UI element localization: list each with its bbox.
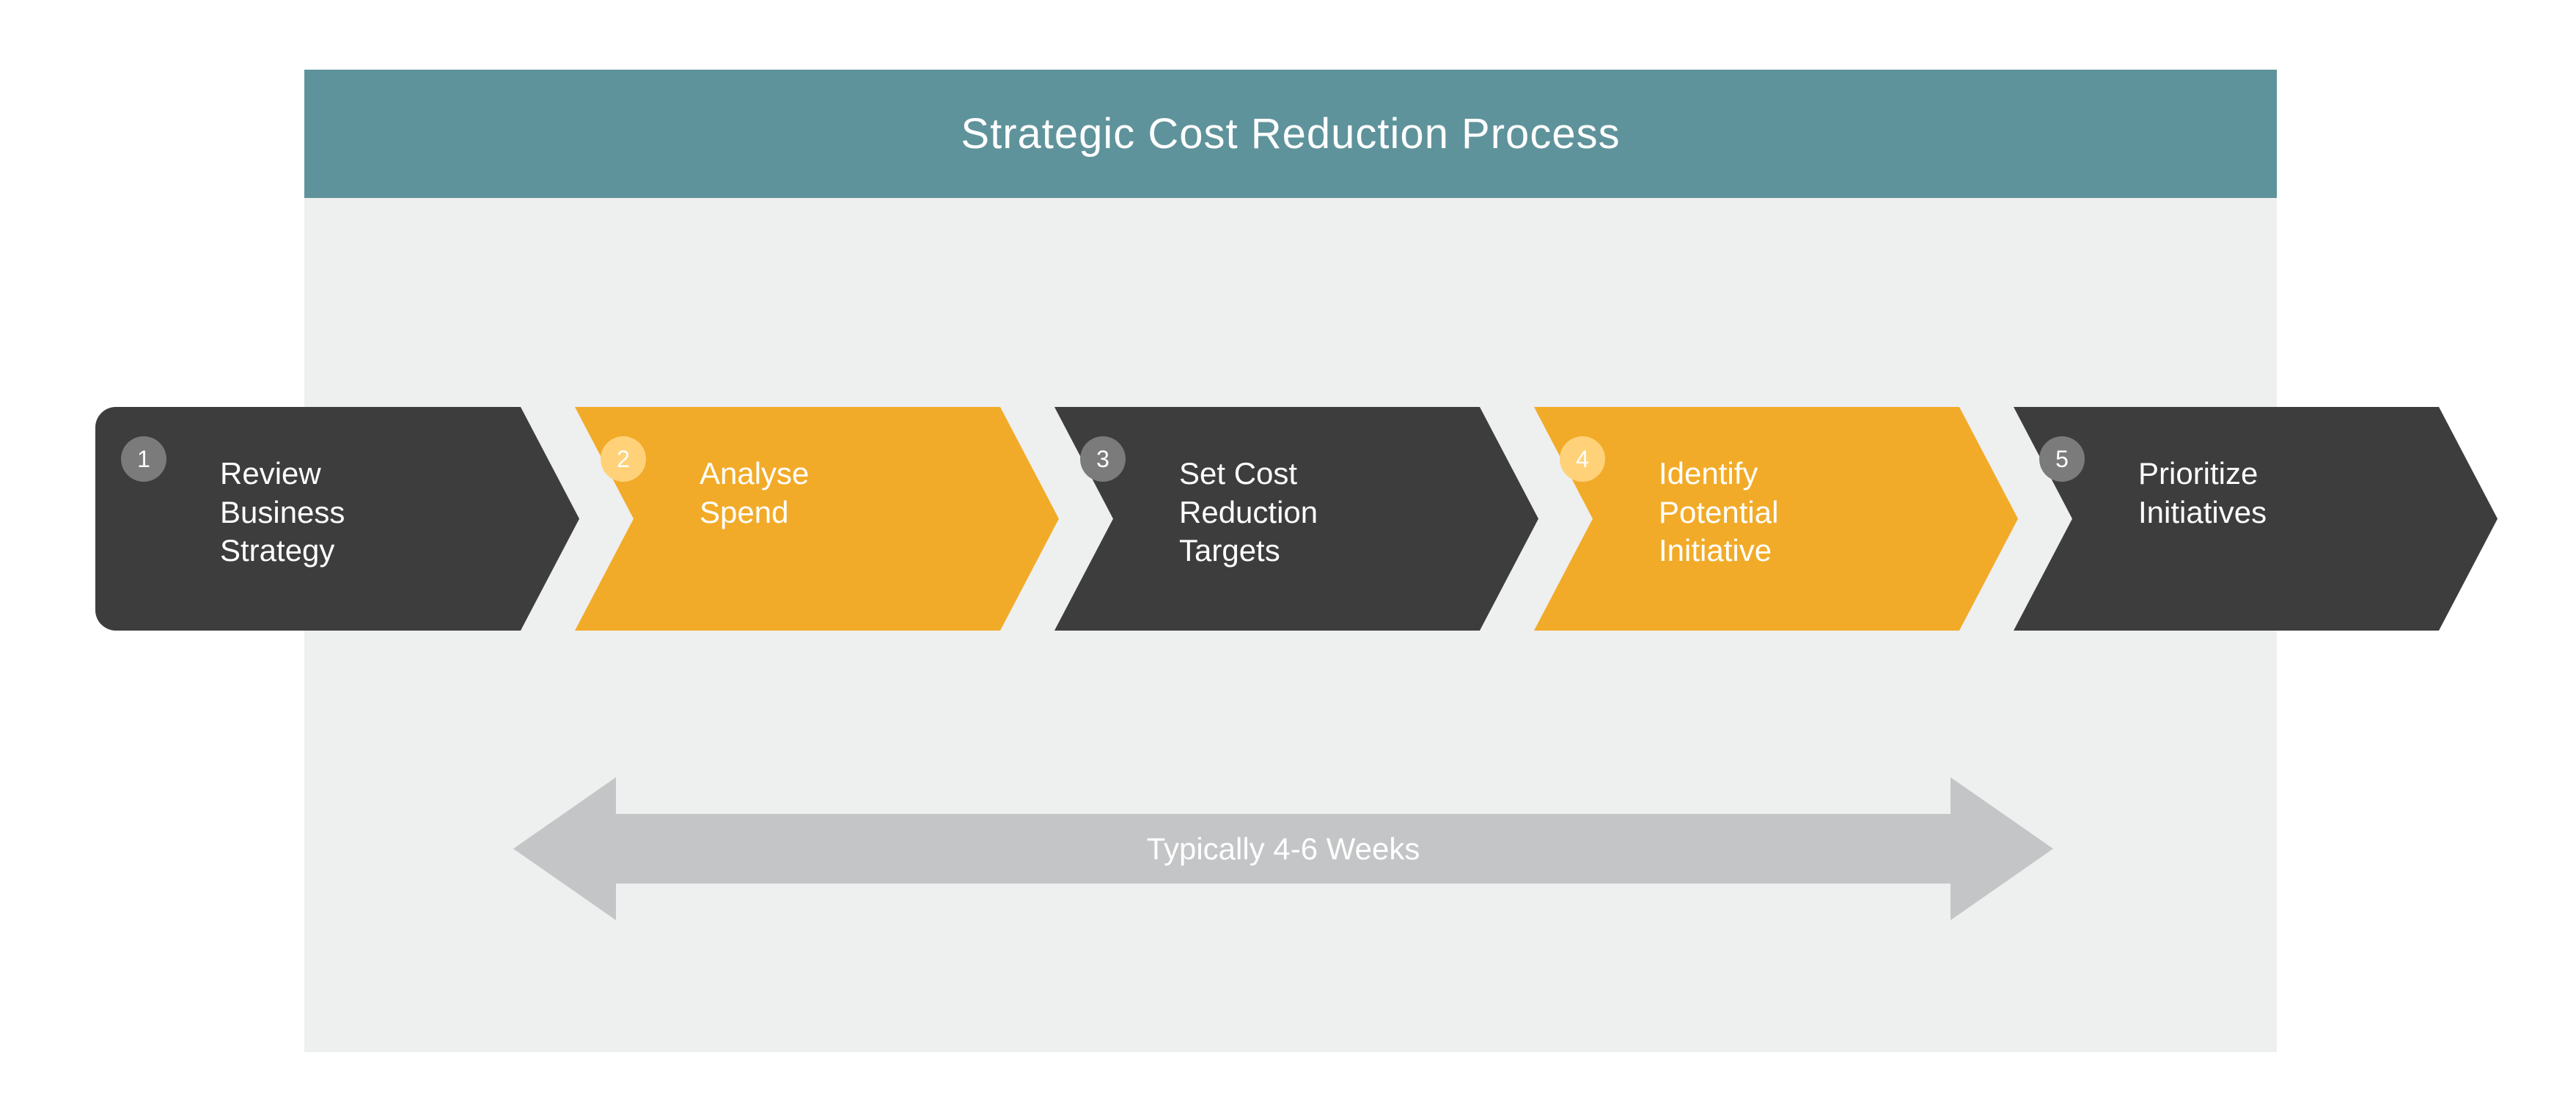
duration-arrow: Typically 4-6 Weeks <box>513 777 2053 920</box>
step-label: Prioritize Initiatives <box>2138 455 2402 532</box>
step-label: Analyse Spend <box>700 455 964 532</box>
duration-label: Typically 4-6 Weeks <box>513 777 2053 920</box>
process-step: 3 Set Cost Reduction Targets <box>1054 407 1538 631</box>
process-steps-row: 1 Review Business Strategy 2 Analyse Spend 3… <box>95 407 2498 631</box>
step-number-badge: 2 <box>601 436 646 482</box>
diagram-title: Strategic Cost Reduction Process <box>961 109 1620 158</box>
step-label: Identify Potential Initiative <box>1659 455 1923 570</box>
step-number-badge: 5 <box>2039 436 2085 482</box>
process-step: 4 Identify Potential Initiative <box>1534 407 2018 631</box>
step-number-badge: 3 <box>1080 436 1126 482</box>
title-bar: Strategic Cost Reduction Process <box>304 70 2277 198</box>
step-number-badge: 1 <box>121 436 166 482</box>
diagram-canvas: Strategic Cost Reduction Process 1 Review… <box>0 0 2576 1105</box>
process-step: 1 Review Business Strategy <box>95 407 579 631</box>
step-label: Review Business Strategy <box>220 455 484 570</box>
step-number-badge: 4 <box>1560 436 1605 482</box>
step-label: Set Cost Reduction Targets <box>1179 455 1443 570</box>
process-step: 5 Prioritize Initiatives <box>2014 407 2498 631</box>
process-step: 2 Analyse Spend <box>575 407 1059 631</box>
